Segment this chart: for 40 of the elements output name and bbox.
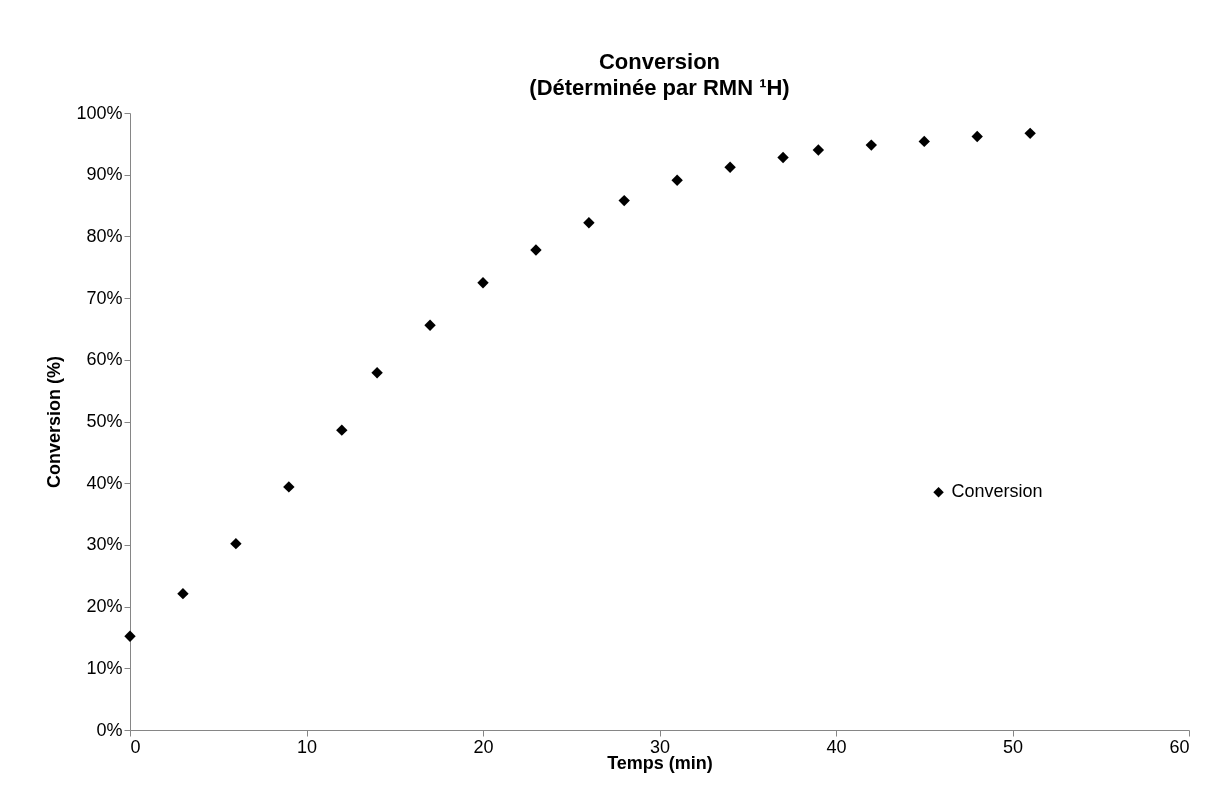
point xyxy=(971,130,983,143)
point xyxy=(336,424,348,436)
chart-title: Conversion xyxy=(598,49,721,74)
x-tick-label: 20 xyxy=(473,736,494,757)
point xyxy=(812,144,825,156)
y-tick-label: 20% xyxy=(86,596,123,617)
point xyxy=(230,537,242,550)
point xyxy=(124,630,136,642)
y-tick-label: 10% xyxy=(86,657,123,678)
y-tick-label: 40% xyxy=(86,472,123,493)
point xyxy=(530,244,542,256)
legend-label: Conversion xyxy=(951,481,1043,502)
point xyxy=(371,367,383,379)
point xyxy=(424,319,436,331)
point xyxy=(724,161,736,173)
y-tick-label: 80% xyxy=(86,225,123,246)
y-tick-label: 60% xyxy=(86,349,123,370)
point xyxy=(177,587,189,600)
x-tick-label: 40 xyxy=(826,736,847,757)
y-tick-label: 30% xyxy=(86,534,123,555)
y-tick-label: 70% xyxy=(86,287,123,308)
y-tick-label: 100% xyxy=(76,102,123,123)
x-tick-label: 50 xyxy=(1002,736,1024,757)
point xyxy=(918,135,930,148)
y-tick-label: 0% xyxy=(96,719,123,740)
y-axis-title: Conversion (%) xyxy=(44,355,65,489)
point xyxy=(583,217,595,229)
point xyxy=(671,174,683,186)
y-tick-label: 90% xyxy=(86,164,123,185)
point xyxy=(777,151,789,164)
point xyxy=(477,276,489,289)
point xyxy=(618,194,630,207)
point xyxy=(1024,127,1036,140)
chart-subtitle: (Déterminée par RMN ¹H) xyxy=(529,75,790,100)
x-tick-label: 0 xyxy=(130,736,141,757)
point xyxy=(865,139,877,151)
x-tick-label: 60 xyxy=(1169,736,1190,757)
y-tick-label: 50% xyxy=(86,411,123,431)
x-tick-label: 10 xyxy=(296,736,318,757)
point xyxy=(283,481,295,493)
